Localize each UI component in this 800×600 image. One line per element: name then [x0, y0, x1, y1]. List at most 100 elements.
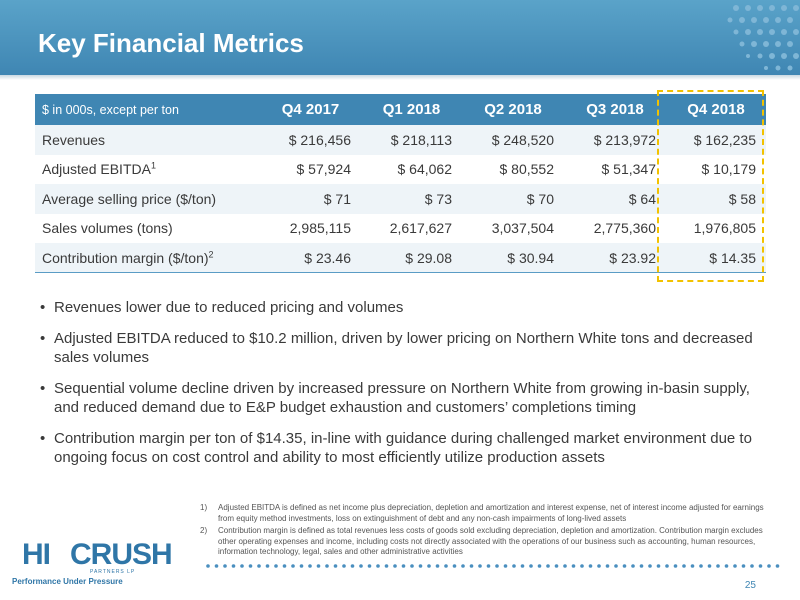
table-cell: $ 29.08 [361, 243, 462, 273]
column-header: Q4 2018 [666, 94, 766, 125]
footer-dot [682, 564, 686, 568]
table-cell: $ 70 [462, 184, 564, 214]
footer-dot [707, 564, 712, 568]
footer-dot [512, 564, 516, 568]
footer-dot [478, 564, 482, 568]
footer-dot [214, 564, 219, 568]
footer-dot [597, 564, 601, 568]
table-cell: $ 64 [564, 184, 666, 214]
table-row-average-selling-price: Average selling price ($/ton) $ 71 $ 73 … [35, 184, 766, 214]
footer-dot [376, 564, 380, 568]
page-title: Key Financial Metrics [38, 28, 304, 58]
table-cell: $ 57,924 [260, 154, 361, 184]
footer-dot [639, 564, 644, 568]
bullet-item: Contribution margin per ton of $14.35, i… [40, 429, 770, 467]
footer-dot [359, 564, 363, 568]
footer-dot [605, 564, 610, 568]
table-cell: $ 64,062 [361, 154, 462, 184]
footer-dot [452, 564, 457, 568]
column-header: Q2 2018 [462, 94, 564, 125]
table-cell: $ 14.35 [666, 243, 766, 273]
footer-dot [393, 564, 397, 568]
row-label: Average selling price ($/ton) [35, 184, 260, 214]
header-shadow [0, 75, 800, 80]
page-number: 25 [744, 580, 756, 591]
footnotes: 1) Adjusted EBITDA is defined as net inc… [200, 503, 780, 560]
q4-2018-highlight-box [657, 90, 764, 282]
footer-dot [767, 564, 771, 568]
footnote: 1) Adjusted EBITDA is defined as net inc… [200, 503, 780, 524]
footer-dot [435, 564, 440, 568]
footer-dot [384, 564, 389, 568]
bullet-item: Adjusted EBITDA reduced to $10.2 million… [40, 329, 770, 367]
footer-dot [291, 564, 295, 568]
table-row-contribution-margin: Contribution margin ($/ton)2 $ 23.46 $ 2… [35, 243, 766, 273]
table-cell: 3,037,504 [462, 213, 564, 243]
table-cell: $ 162,235 [666, 125, 766, 155]
footer-dot [665, 564, 669, 568]
footer-dot [257, 564, 261, 568]
table-cell: $ 23.46 [260, 243, 361, 273]
row-label: Adjusted EBITDA1 [35, 154, 260, 184]
footer-dot [240, 564, 244, 568]
table-cell: 2,985,115 [260, 213, 361, 243]
footer-dot [308, 564, 312, 568]
bullet-item: Revenues lower due to reduced pricing an… [40, 298, 770, 317]
footnote-number: 2) [200, 526, 208, 535]
table-cell: 1,976,805 [666, 213, 766, 243]
footer-dot [673, 564, 678, 568]
unit-label: $ in 000s, except per ton [35, 94, 260, 125]
header-dot-pattern [727, 5, 799, 71]
row-label: Revenues [35, 125, 260, 155]
logo-hi-text: HI [22, 538, 51, 571]
footer-dot-line [206, 564, 780, 568]
column-header: Q4 2017 [260, 94, 361, 125]
footer-dot [648, 564, 652, 568]
bullet-item: Sequential volume decline driven by incr… [40, 379, 770, 417]
table-cell: $ 23.92 [564, 243, 666, 273]
footer-dot [486, 564, 491, 568]
footer-dot [350, 564, 355, 568]
footer-dot [775, 564, 780, 568]
footer-dot [529, 564, 533, 568]
row-label: Contribution margin ($/ton)2 [35, 243, 260, 273]
footer-dot [580, 564, 584, 568]
footer-dot [741, 564, 746, 568]
footer-dot [401, 564, 406, 568]
footer-dot [699, 564, 703, 568]
footer-dot [410, 564, 414, 568]
footer-dot [206, 564, 210, 568]
table-cell: $ 213,972 [564, 125, 666, 155]
footer-dot [563, 564, 567, 568]
footer-dot [724, 564, 729, 568]
table-cell: $ 58 [666, 184, 766, 214]
footnote-text: Contribution margin is defined as total … [218, 526, 763, 556]
table-cell: 2,617,627 [361, 213, 462, 243]
footer-dot [265, 564, 270, 568]
footnote-text: Adjusted EBITDA is defined as net income… [218, 503, 764, 523]
footer-dot [469, 564, 474, 568]
footer-dot [537, 564, 542, 568]
footer-dot [520, 564, 525, 568]
footer-dot [546, 564, 550, 568]
table-row-adjusted-ebitda: Adjusted EBITDA1 $ 57,924 $ 64,062 $ 80,… [35, 154, 766, 184]
table-cell: $ 71 [260, 184, 361, 214]
footer-dot [622, 564, 627, 568]
footer-dot [342, 564, 346, 568]
footer-dot [299, 564, 304, 568]
footer-dot [656, 564, 661, 568]
table-cell: $ 73 [361, 184, 462, 214]
footer-dot [316, 564, 321, 568]
footer-dot [325, 564, 329, 568]
footnote-number: 1) [200, 503, 208, 512]
footer-dot [418, 564, 423, 568]
table-cell: $ 218,113 [361, 125, 462, 155]
footer-dot [495, 564, 499, 568]
footer-dot [231, 564, 236, 568]
footer-dot [461, 564, 465, 568]
footer-dot [554, 564, 559, 568]
logo-partners-text: PARTNERS LP [90, 569, 136, 575]
table-header-row: $ in 000s, except per ton Q4 2017 Q1 201… [35, 94, 766, 125]
footer-dot [733, 564, 737, 568]
footer-dot [427, 564, 431, 568]
